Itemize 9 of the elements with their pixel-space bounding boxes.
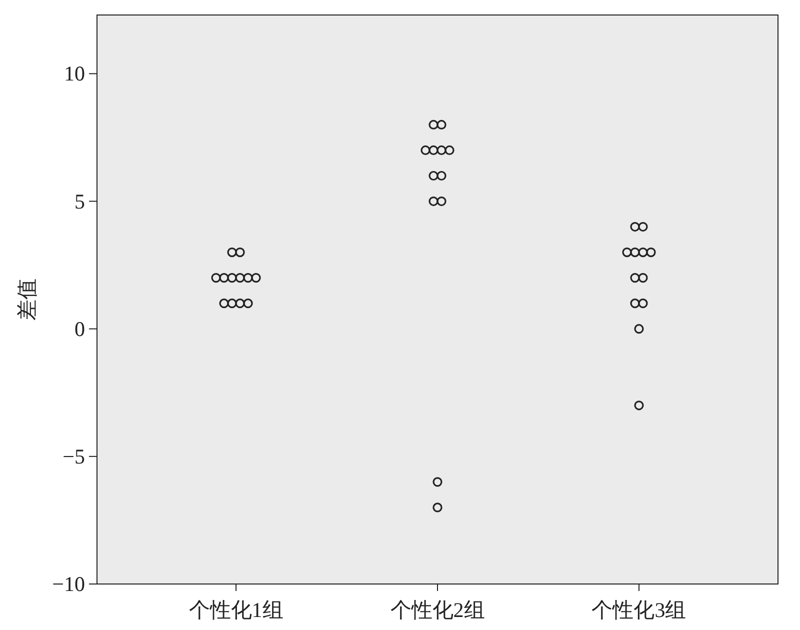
y-tick-label: −5	[62, 444, 85, 468]
y-axis-title: 差值	[15, 278, 39, 320]
y-tick-label: −10	[52, 572, 85, 596]
x-tick-label: 个性化1组	[188, 598, 284, 622]
x-tick-label: 个性化2组	[390, 598, 485, 622]
y-tick-label: 5	[74, 189, 85, 214]
x-tick-label: 个性化3组	[592, 598, 686, 622]
y-tick-label: 10	[64, 62, 85, 86]
y-tick-label: 0	[74, 316, 85, 341]
